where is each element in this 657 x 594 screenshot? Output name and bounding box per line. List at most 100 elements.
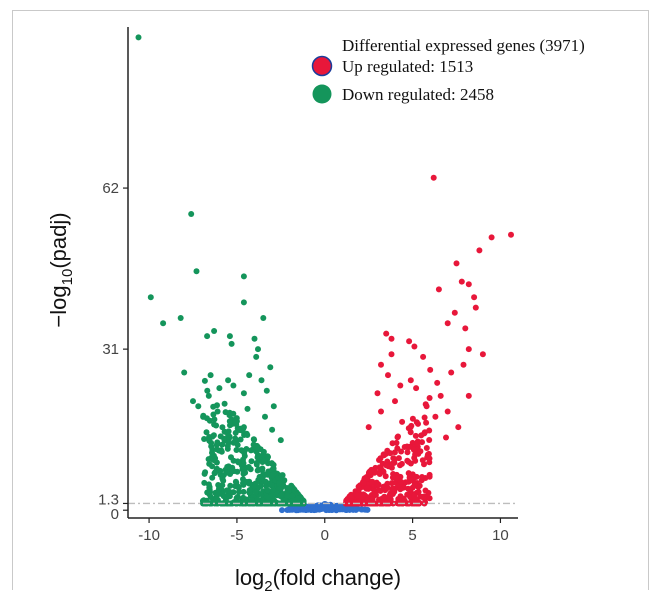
- down-regulated-point: [252, 489, 259, 496]
- down-regulated-point: [201, 377, 208, 384]
- down-regulated-point: [240, 470, 247, 477]
- y-tick-label: 62: [102, 180, 119, 197]
- up-regulated-point: [406, 444, 413, 450]
- up-regulated-point: [432, 413, 439, 420]
- down-regulated-point: [228, 340, 235, 347]
- down-regulated-point: [147, 294, 154, 301]
- up-regulated-point: [363, 475, 370, 482]
- up-regulated-point: [472, 304, 479, 311]
- up-regulated-point: [412, 432, 419, 439]
- up-regulated-point: [406, 338, 413, 345]
- down-regulated-point: [235, 459, 242, 466]
- nonsignificant-point: [362, 506, 369, 513]
- up-regulated-point: [421, 461, 427, 468]
- up-regulated-point: [413, 385, 420, 392]
- up-regulated-point: [396, 497, 403, 504]
- down-regulated-point: [201, 470, 208, 477]
- up-regulated-point: [354, 492, 361, 499]
- up-regulated-point: [362, 500, 369, 507]
- up-regulated-point: [382, 473, 389, 480]
- down-regulated-point: [240, 494, 247, 501]
- up-regulated-point: [415, 489, 422, 495]
- down-regulated-point: [222, 409, 229, 416]
- down-regulated-point: [230, 410, 237, 417]
- up-regulated-point: [488, 234, 495, 241]
- down-regulated-point: [220, 477, 227, 484]
- up-regulated-point: [375, 481, 382, 488]
- down-regulated-point: [270, 403, 277, 410]
- up-regulated-point: [410, 446, 417, 453]
- up-regulated-point: [405, 458, 412, 465]
- up-regulated-point: [434, 379, 441, 386]
- up-regulated-point: [397, 486, 404, 493]
- up-regulated-point: [391, 456, 398, 463]
- up-regulated-point: [426, 473, 433, 480]
- up-regulated-point: [385, 372, 391, 379]
- up-regulated-point: [344, 500, 351, 507]
- down-regulated-point: [225, 463, 232, 470]
- up-regulated-point: [384, 485, 391, 491]
- up-regulated-point: [378, 408, 384, 415]
- nonsignificant-point: [347, 505, 354, 512]
- down-regulated-point: [233, 447, 240, 453]
- up-regulated-point: [407, 429, 414, 436]
- down-regulated-point: [240, 299, 247, 306]
- up-regulated-point: [398, 460, 405, 467]
- up-regulated-point: [412, 496, 419, 503]
- up-regulated-point: [462, 325, 469, 332]
- down-regulated-point: [207, 493, 214, 500]
- down-regulated-point: [213, 446, 220, 453]
- up-regulated-point: [389, 460, 396, 467]
- down-regulated-point: [278, 492, 284, 499]
- down-regulated-point: [214, 408, 221, 415]
- up-regulated-point: [407, 377, 414, 384]
- down-regulated-point: [240, 390, 247, 397]
- up-regulated-point: [437, 392, 444, 399]
- legend-up-label: Up regulated: 1513: [342, 57, 473, 76]
- down-regulated-point: [219, 424, 226, 431]
- up-regulated-point: [388, 335, 395, 342]
- down-regulated-point: [206, 417, 213, 424]
- down-regulated-point: [233, 495, 240, 501]
- down-regulated-point: [205, 392, 212, 399]
- x-tick-label: 10: [492, 527, 509, 544]
- up-regulated-point: [372, 500, 379, 507]
- up-regulated-point: [376, 487, 383, 494]
- down-regulated-point: [223, 469, 230, 476]
- down-regulated-point: [239, 466, 246, 473]
- down-regulated-point: [244, 432, 251, 438]
- up-regulated-point: [368, 479, 375, 486]
- down-regulated-point: [188, 211, 195, 217]
- down-regulated-point: [289, 492, 296, 499]
- down-regulated-point: [243, 446, 250, 452]
- down-regulated-point: [213, 441, 220, 448]
- down-regulated-point: [255, 477, 262, 483]
- nonsignificant-point: [334, 503, 341, 510]
- down-regulated-point: [267, 364, 274, 371]
- up-regulated-point: [453, 260, 460, 267]
- down-regulated-point: [190, 398, 196, 405]
- up-regulated-point: [458, 278, 465, 285]
- down-regulated-point: [177, 315, 184, 321]
- up-regulated-point: [451, 309, 458, 316]
- up-regulated-point: [421, 493, 427, 500]
- down-regulated-point: [209, 474, 216, 481]
- legend-down-label: Down regulated: 2458: [342, 85, 494, 104]
- down-regulated-point: [254, 500, 261, 507]
- nonsignificant-point: [317, 506, 324, 513]
- up-regulated-point: [426, 395, 433, 401]
- down-regulated-point: [253, 353, 260, 360]
- down-regulated-point: [240, 456, 246, 463]
- up-regulated-point: [443, 434, 449, 441]
- down-regulated-point: [270, 487, 276, 494]
- down-regulated-point: [269, 426, 276, 433]
- down-regulated-point: [208, 439, 215, 446]
- down-regulated-point: [264, 487, 271, 494]
- down-regulated-point: [230, 457, 237, 464]
- down-regulated-point: [240, 488, 247, 495]
- down-regulated-point: [255, 346, 261, 353]
- down-regulated-point: [207, 372, 214, 379]
- down-regulated-point: [284, 492, 291, 499]
- figure-frame: [12, 10, 649, 590]
- up-regulated-point: [476, 247, 483, 254]
